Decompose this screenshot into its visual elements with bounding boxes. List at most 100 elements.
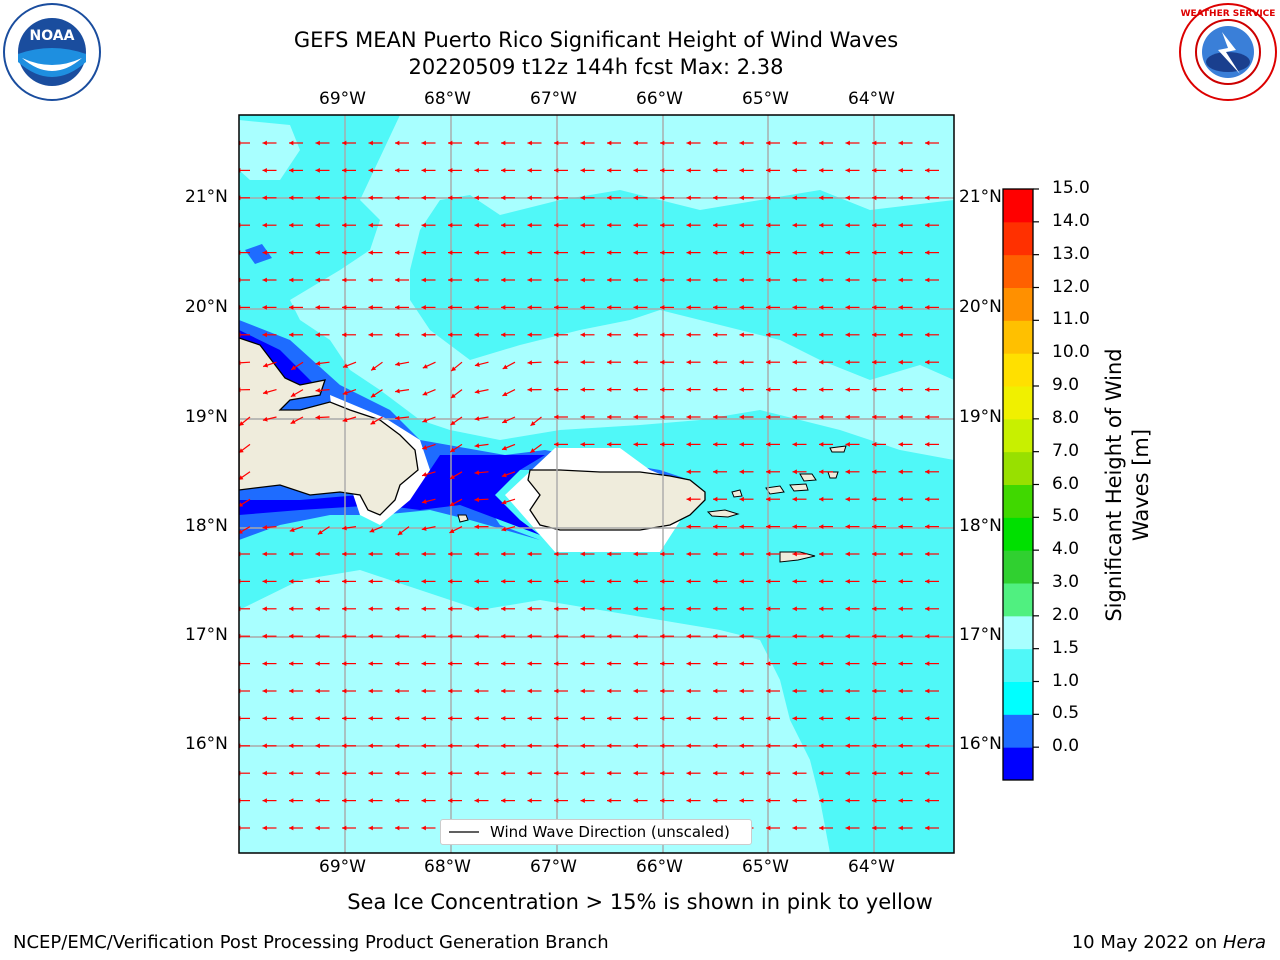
wave-direction-arrowhead [342, 551, 347, 557]
wave-direction-arrowhead [633, 661, 638, 666]
wave-direction-arrowhead [633, 414, 638, 420]
wave-direction-arrowhead [368, 551, 373, 557]
wave-direction-arrowhead [686, 305, 691, 310]
nws-logo: WEATHER SERVICE [1179, 3, 1277, 101]
wave-direction-arrowhead [368, 633, 373, 639]
wave-direction-arrowhead [898, 387, 903, 392]
wave-direction-arrowhead [580, 277, 585, 283]
lon-label-top: 69°W [319, 89, 366, 109]
wave-direction-arrowhead [554, 770, 559, 776]
legend-label: Wind Wave Direction (unscaled) [490, 823, 730, 841]
wave-direction-arrowhead [739, 387, 744, 392]
wave-direction-arrowhead [792, 633, 797, 639]
wave-direction-arrowhead [421, 222, 426, 228]
wave-direction-arrowhead [872, 551, 877, 557]
lon-label-bottom: 68°W [424, 857, 471, 877]
lat-label-left: 17°N [185, 625, 228, 645]
wave-direction-arrowhead [633, 606, 638, 612]
wave-direction-arrowhead [766, 168, 771, 173]
wave-direction-arrowhead [530, 421, 536, 426]
wave-direction-arrowhead [766, 469, 771, 475]
wave-direction-arrowhead [872, 661, 877, 666]
wave-direction-arrowhead [739, 195, 744, 201]
wave-direction-arrowhead [368, 332, 373, 338]
wave-direction-arrowhead [686, 414, 691, 420]
lat-label-right: 20°N [959, 297, 1002, 317]
wave-direction-arrowhead [421, 526, 427, 531]
footer-date: 10 May 2022 on [1071, 932, 1223, 953]
wave-direction-arrowhead [739, 661, 744, 666]
wave-direction-arrowhead [872, 222, 877, 228]
wave-direction-arrowhead [766, 222, 771, 228]
wave-direction-arrowhead [925, 688, 930, 694]
noaa-logo: NOAA [3, 3, 101, 101]
wave-direction-arrowhead [554, 688, 559, 694]
colorbar-tick-label: 9.0 [1052, 375, 1080, 395]
wave-direction-arrowhead [898, 168, 903, 173]
colorbar-tick-label: 1.5 [1052, 637, 1080, 658]
wave-direction-arrowhead [342, 661, 347, 666]
wave-direction-arrowhead [713, 387, 718, 392]
wave-direction-arrowhead [925, 496, 930, 502]
land-vieques [706, 509, 740, 518]
wave-direction-arrowhead [686, 387, 691, 392]
wave-direction-arrowhead [766, 770, 771, 776]
wave-direction-arrowhead [792, 524, 797, 529]
wave-direction-arrowhead [342, 222, 347, 228]
wave-direction-arrowhead [660, 305, 665, 310]
wave-direction-arrowhead [766, 579, 771, 584]
wave-direction-arrowhead [580, 579, 585, 584]
wave-direction-arrowhead [633, 359, 638, 365]
wave-direction-arrowhead [527, 222, 532, 228]
wave-direction-arrowhead [501, 277, 506, 283]
wave-direction-arrowhead [502, 391, 508, 396]
wave-direction-arrowhead [315, 825, 320, 831]
wave-direction-arrowhead [262, 798, 267, 803]
wave-direction-arrowhead [289, 798, 294, 803]
wave-direction-arrowhead [819, 688, 824, 694]
wave-direction-arrowhead [342, 579, 347, 584]
wave-direction-arrowhead [898, 524, 903, 529]
wave-direction-arrowhead [474, 305, 479, 310]
wave-direction-arrowhead [421, 716, 426, 721]
wave-direction-arrowhead [368, 222, 373, 228]
wave-direction-arrowhead [502, 445, 507, 451]
wave-direction-arrowhead [607, 442, 612, 447]
wave-direction-arrowhead [263, 362, 269, 368]
wave-direction-arrowhead [527, 716, 532, 721]
land-virgin-islands [731, 445, 847, 498]
wave-direction-arrowhead [368, 743, 373, 749]
wave-direction-arrowhead [262, 222, 267, 228]
colorbar-tick-label: 4.0 [1052, 539, 1080, 560]
wave-direction-arrowhead [370, 392, 376, 398]
wave-direction-arrowhead [554, 140, 559, 146]
colorbar-segment [1003, 648, 1033, 682]
wave-direction-arrowhead [395, 250, 400, 255]
wave-direction-arrowhead [422, 391, 428, 396]
colorbar-frame [1002, 188, 1034, 781]
wave-direction-arrowhead [819, 633, 824, 639]
wave-direction-arrowhead [262, 195, 267, 201]
wave-direction-arrowhead [395, 305, 400, 310]
wave-direction-arrowhead [898, 442, 903, 447]
footer-machine: Hera [1222, 932, 1266, 953]
wave-direction-arrowhead [315, 743, 320, 749]
wave-direction-arrowhead [845, 688, 850, 694]
wave-direction-arrowhead [554, 716, 559, 721]
wave-direction-arrowhead [739, 305, 744, 310]
wave-direction-arrowhead [686, 140, 691, 146]
wave-direction-arrowhead [607, 770, 612, 776]
wave-direction-arrowhead [819, 770, 824, 776]
wave-direction-arrowhead [421, 770, 426, 776]
wave-direction-arrowhead [660, 195, 665, 201]
wave-direction-arrowhead [315, 195, 320, 201]
wave-direction-arrowhead [819, 277, 824, 283]
wave-direction-arrowhead [713, 606, 718, 612]
wave-direction-arrowhead [739, 606, 744, 612]
wave-direction-arrowhead [262, 633, 267, 639]
wave-direction-arrowhead [527, 250, 532, 255]
wave-direction-arrowhead [421, 168, 426, 173]
wave-direction-arrowhead [792, 551, 797, 557]
wave-direction-arrowhead [819, 332, 824, 338]
wave-direction-arrowhead [368, 606, 373, 612]
